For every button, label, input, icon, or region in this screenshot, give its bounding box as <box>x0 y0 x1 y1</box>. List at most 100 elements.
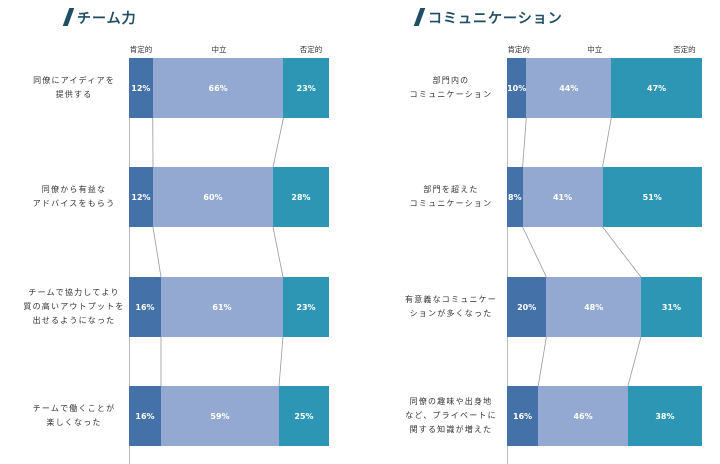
title-slash-icon <box>62 8 75 26</box>
data-label: 12% <box>131 83 151 93</box>
data-label: 46% <box>573 411 593 421</box>
data-label: 61% <box>212 302 232 312</box>
connector-line <box>272 117 284 168</box>
data-label: 23% <box>296 302 316 312</box>
data-label: 59% <box>210 411 230 421</box>
row-label-line: 部門を超えた <box>423 185 479 194</box>
column-header: 肯定的 <box>129 45 153 54</box>
row-label-line: 有意義なコミュニケー <box>405 295 497 304</box>
bar-segment: 48% <box>546 277 641 337</box>
column-header: 肯定的 <box>507 45 530 54</box>
connector-line <box>602 117 612 168</box>
chart-title: チーム力 <box>62 8 137 28</box>
bar-segment: 16% <box>129 277 161 337</box>
stacked-bar: 12% 60% 28% <box>129 167 329 227</box>
data-label: 48% <box>584 302 604 312</box>
stacked-bar: 20% 48% 31% <box>507 277 702 337</box>
bar-segment: 47% <box>611 58 702 118</box>
bar-segment: 16% <box>129 386 161 446</box>
stacked-bar: 10% 44% 47% <box>507 58 702 118</box>
data-label: 66% <box>208 83 228 93</box>
row-label: チームで協力してより 質の高いアウトプットを 出せるようになった <box>23 286 124 328</box>
row-label-line: コミュニケーション <box>409 90 493 99</box>
bar-segment: 23% <box>283 58 329 118</box>
row-label-line: 質の高いアウトプットを <box>23 302 125 311</box>
data-label: 16% <box>135 411 155 421</box>
data-label: 28% <box>291 192 311 202</box>
data-label: 16% <box>135 302 155 312</box>
bar-segment: 59% <box>161 386 279 446</box>
bar-segment: 25% <box>279 386 329 446</box>
row-label-line: ションが多くなった <box>409 309 493 318</box>
row-label-line: 部門内の <box>432 76 470 85</box>
row-label-line: コミュニケーション <box>409 199 493 208</box>
row-label-line: チームで働くことが <box>32 404 116 413</box>
row-label: 同僚にアイディアを 提供する <box>33 74 115 102</box>
row-label: 有意義なコミュニケー ションが多くなった <box>405 293 497 321</box>
stacked-bar: 16% 46% 38% <box>507 386 702 446</box>
connector-line <box>522 117 527 168</box>
row-label-line: など、プライベートに <box>405 411 497 420</box>
data-label: 16% <box>513 411 533 421</box>
bar-segment: 38% <box>627 386 702 446</box>
connector-line <box>152 226 162 278</box>
bar-segment: 61% <box>161 277 283 337</box>
bar-segment: 51% <box>602 167 702 227</box>
data-label: 31% <box>661 302 682 312</box>
chart-title: コミュニケーション <box>413 8 563 28</box>
column-header: 中立 <box>587 45 603 54</box>
row-label: 部門内のコミュニケーション <box>410 74 493 102</box>
row-label: 同僚から有益な アドバイスをもらう <box>33 183 116 211</box>
row-label-line: 提供する <box>55 90 93 99</box>
row-label: 部門を超えたコミュニケーション <box>410 183 493 211</box>
row-label: 同僚の趣味や出身地 など、プライベートに 関する知識が増えた <box>405 395 497 437</box>
row-label-line: アドバイスをもらう <box>32 199 116 208</box>
data-label: 25% <box>294 411 314 421</box>
row-label-line: 楽しくなった <box>46 418 102 427</box>
column-header: 中立 <box>211 45 227 54</box>
data-label: 47% <box>647 83 667 93</box>
connector-line <box>278 336 284 387</box>
axis-line <box>129 58 130 464</box>
bar-segment: 28% <box>273 167 329 227</box>
data-label: 38% <box>655 411 675 421</box>
data-label: 23% <box>296 83 316 93</box>
row-label-line: 同僚にアイディアを <box>33 76 115 85</box>
data-label: 20% <box>517 302 537 312</box>
data-label: 10% <box>507 83 527 93</box>
column-header: 否定的 <box>299 45 323 54</box>
bar-segment: 20% <box>507 277 547 337</box>
row-label-line: 関する知識が増えた <box>409 425 493 434</box>
bar-segment: 16% <box>507 386 539 446</box>
data-label: 8% <box>508 192 522 202</box>
column-header: 否定的 <box>673 45 696 54</box>
connector-line <box>537 336 547 387</box>
bar-segment: 66% <box>152 58 284 118</box>
bar-segment: 44% <box>526 58 612 118</box>
row-label-line: 出せるようになった <box>32 316 116 325</box>
data-label: 12% <box>131 192 151 202</box>
data-label: 60% <box>203 192 223 202</box>
connector-line <box>272 226 284 278</box>
bar-segment: 8% <box>507 167 523 227</box>
title-slash-icon <box>413 8 426 26</box>
bar-segment: 41% <box>522 167 603 227</box>
connector-line <box>602 226 642 278</box>
axis-line <box>507 58 508 464</box>
bar-segment: 23% <box>283 277 329 337</box>
data-label: 41% <box>552 192 573 202</box>
bar-segment: 12% <box>129 167 153 227</box>
bar-segment: 46% <box>538 386 628 446</box>
data-label: 44% <box>559 83 579 93</box>
bar-segment: 10% <box>507 58 527 118</box>
stacked-bar: 8% 41% 51% <box>507 167 702 227</box>
connector-line <box>627 336 642 387</box>
connector-line <box>522 226 547 278</box>
stacked-bar: 16% 61% 23% <box>129 277 329 337</box>
row-label-line: チームで協力してより <box>28 288 120 297</box>
row-label-line: 同僚から有益な <box>41 185 107 194</box>
stacked-bar: 16% 59% 25% <box>129 386 329 446</box>
bar-segment: 60% <box>153 167 273 227</box>
data-label: 51% <box>642 192 662 202</box>
row-label: チームで働くことが 楽しくなった <box>33 402 116 430</box>
